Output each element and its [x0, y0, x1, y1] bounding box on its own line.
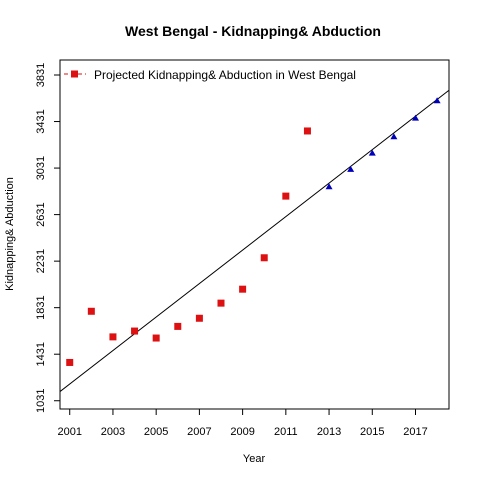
- x-tick-label: 2001: [57, 426, 81, 438]
- legend-marker: [71, 70, 78, 78]
- observed-point: [66, 358, 74, 366]
- observed-point: [303, 127, 311, 135]
- trend-line: [59, 89, 450, 392]
- observed-point: [152, 334, 160, 342]
- observed-point: [109, 333, 117, 341]
- x-tick-label: 2009: [230, 426, 254, 438]
- observed-point: [195, 314, 203, 322]
- projected-point: [390, 133, 398, 140]
- y-tick-label: 1831: [35, 295, 47, 319]
- y-tick-label: 2631: [35, 202, 47, 226]
- projected-point: [433, 97, 441, 104]
- y-tick-label: 1431: [35, 342, 47, 366]
- y-tick-label: 3431: [35, 109, 47, 133]
- y-axis: 1031 1431 1831 2231 2631 3031 3431 3831: [35, 63, 60, 413]
- projected-point: [368, 149, 376, 156]
- y-tick-label: 1031: [35, 388, 47, 412]
- x-axis: 2001 2003 2005 2007 2009 2011 2013 2015 2017: [57, 409, 428, 438]
- chart-title: West Bengal - Kidnapping& Abduction: [125, 23, 381, 39]
- x-axis-label: Year: [243, 453, 266, 465]
- projected-point: [347, 165, 355, 172]
- projected-point: [325, 183, 333, 190]
- x-tick-label: 2007: [187, 426, 211, 438]
- legend-label: Projected Kidnapping& Abduction in West …: [94, 68, 356, 82]
- observed-point: [131, 327, 139, 335]
- observed-point: [217, 299, 225, 307]
- plot-frame: [59, 59, 450, 410]
- x-tick-label: 2017: [403, 426, 427, 438]
- observed-point: [282, 192, 290, 200]
- projected-point: [412, 114, 420, 121]
- y-tick-label: 2231: [35, 249, 47, 273]
- observed-point: [260, 254, 268, 262]
- x-tick-label: 2015: [360, 426, 384, 438]
- legend: Projected Kidnapping& Abduction in West …: [64, 68, 356, 82]
- y-tick-label: 3031: [35, 156, 47, 180]
- x-tick-label: 2013: [317, 426, 341, 438]
- observed-point: [174, 322, 182, 330]
- observed-point: [239, 285, 247, 293]
- observed-point: [87, 307, 95, 315]
- y-tick-label: 3831: [35, 63, 47, 87]
- x-tick-label: 2011: [274, 426, 298, 438]
- y-axis-label: Kidnapping& Abduction: [4, 177, 16, 291]
- x-tick-label: 2005: [144, 426, 168, 438]
- x-tick-label: 2003: [101, 426, 125, 438]
- plot-content: [59, 89, 450, 392]
